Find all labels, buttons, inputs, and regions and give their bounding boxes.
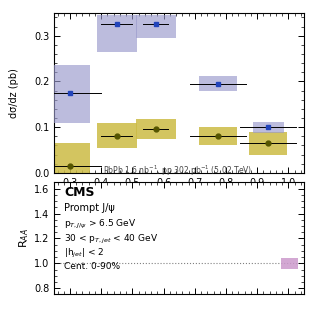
Text: 30 < p$_{T,jet}$ < 40 GeV: 30 < p$_{T,jet}$ < 40 GeV <box>64 233 158 246</box>
Bar <box>199 76 237 92</box>
Bar <box>252 122 284 132</box>
Text: Prompt J/ψ: Prompt J/ψ <box>64 203 115 212</box>
Bar <box>97 123 137 148</box>
Text: p$_{T,J/\psi}$ > 6.5 GeV: p$_{T,J/\psi}$ > 6.5 GeV <box>64 218 137 231</box>
Y-axis label: dσ/dz (pb): dσ/dz (pb) <box>10 68 20 118</box>
Bar <box>50 65 90 123</box>
X-axis label: z: z <box>176 189 182 199</box>
Bar <box>136 119 176 140</box>
Text: CMS: CMS <box>64 186 95 199</box>
Text: |h$_{jet}$| < 2: |h$_{jet}$| < 2 <box>64 247 105 260</box>
Bar <box>50 143 90 173</box>
Text: PbPb 1.6 nb$^{-1}$, pp 302 pb$^{-1}$ (5.02 TeV): PbPb 1.6 nb$^{-1}$, pp 302 pb$^{-1}$ (5.… <box>103 163 252 178</box>
Text: Cent. 0-90%: Cent. 0-90% <box>64 262 121 271</box>
Y-axis label: R$_{AA}$: R$_{AA}$ <box>18 228 31 248</box>
Bar <box>136 15 176 38</box>
Bar <box>97 15 137 52</box>
Bar <box>249 132 287 155</box>
Bar <box>281 258 298 269</box>
Bar <box>199 127 237 145</box>
